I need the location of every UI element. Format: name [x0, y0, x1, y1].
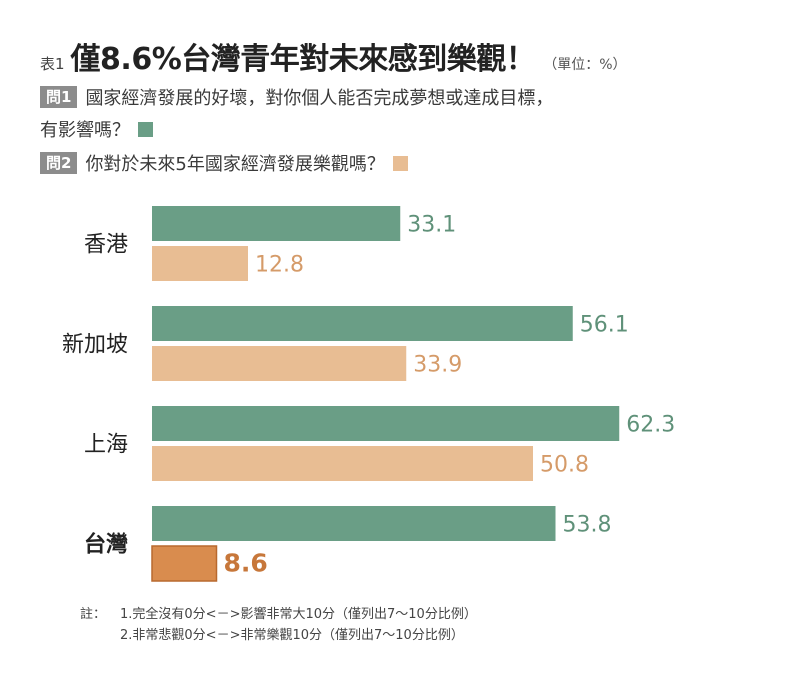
value-label: 56.1 — [580, 313, 629, 338]
footnote-1: 註： 1.完全沒有0分<－>影響非常大10分（僅列出7～10分比例） — [80, 604, 477, 625]
bar-q2 — [152, 246, 248, 281]
value-label: 53.8 — [563, 513, 612, 538]
question-2-text: 你對於未來5年國家經濟發展樂觀嗎？ — [85, 154, 385, 175]
category-label: 台灣 — [84, 532, 128, 558]
legend-swatch-q1 — [138, 121, 153, 137]
question-1-continued: 有影響嗎？ — [40, 116, 153, 142]
bar-chart: 香港 33.1 12.8 新加坡 56.1 33.9 上海 62.3 50.8 台灣 53.8 8.6 — [62, 206, 675, 582]
unit-label: （單位：%） — [543, 57, 627, 73]
chart-header: 表1 僅8.6%台灣青年對未來感到樂觀！ （單位：%） — [40, 34, 627, 78]
question-2: 問2 你對於未來5年國家經濟發展樂觀嗎？ — [40, 150, 408, 176]
legend-swatch-q2 — [392, 155, 408, 171]
value-label: 8.6 — [224, 549, 268, 578]
bar-q2 — [152, 446, 533, 481]
table-label: 表1 — [40, 55, 65, 73]
bar-q2 — [152, 346, 407, 381]
category-label: 香港 — [84, 233, 128, 258]
bar-q2 — [152, 546, 217, 581]
bar-highlight-outline — [151, 545, 218, 582]
footnotes: 註： 1.完全沒有0分<－>影響非常大10分（僅列出7～10分比例） 2.非常悲… — [80, 604, 477, 646]
question-1-text-line-2: 有影響嗎？ — [40, 120, 130, 141]
category-label: 上海 — [84, 433, 128, 458]
bar-q1 — [152, 206, 401, 241]
value-label: 50.8 — [540, 453, 589, 478]
footnote-1-text: 1.完全沒有0分<－>影響非常大10分（僅列出7～10分比例） — [120, 607, 477, 622]
question-2-badge: 問2 — [40, 152, 78, 174]
bar-q1 — [152, 506, 556, 541]
footnote-2: 2.非常悲觀0分<－>非常樂觀10分（僅列出7～10分比例） — [80, 625, 477, 646]
value-label: 62.3 — [626, 413, 675, 438]
bar-q1 — [152, 406, 620, 441]
question-1: 問1 國家經濟發展的好壞，對你個人能否完成夢想或達成目標， — [40, 84, 553, 110]
bar-q1 — [152, 306, 573, 341]
footnote-prefix: 註： — [80, 607, 107, 622]
chart-title: 僅8.6%台灣青年對未來感到樂觀！ — [70, 42, 536, 77]
question-1-text-line-1: 國家經濟發展的好壞，對你個人能否完成夢想或達成目標， — [85, 88, 554, 109]
value-label: 12.8 — [255, 253, 304, 278]
value-label: 33.1 — [407, 213, 456, 238]
value-label: 33.9 — [413, 353, 462, 378]
question-1-badge: 問1 — [40, 86, 78, 108]
category-label: 新加坡 — [62, 333, 128, 358]
footnote-2-text: 2.非常悲觀0分<－>非常樂觀10分（僅列出7～10分比例） — [120, 628, 464, 643]
